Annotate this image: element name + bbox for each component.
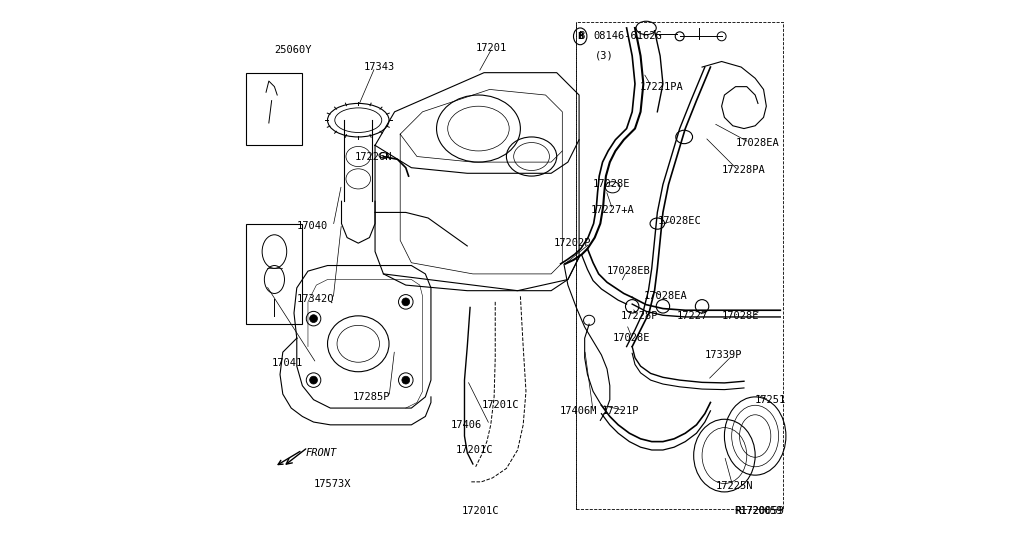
Text: 17228PA: 17228PA — [722, 165, 765, 176]
Text: (3): (3) — [595, 51, 613, 61]
Text: 17040: 17040 — [297, 221, 328, 231]
Ellipse shape — [328, 103, 389, 137]
Text: 17226N: 17226N — [354, 151, 392, 162]
Text: 17339P: 17339P — [705, 350, 742, 360]
Text: 17028EB: 17028EB — [607, 266, 651, 276]
Text: 17028EA: 17028EA — [735, 138, 779, 148]
Text: 17041: 17041 — [271, 358, 303, 368]
Text: 17028EC: 17028EC — [657, 216, 701, 226]
Text: 17201C: 17201C — [456, 445, 494, 455]
Text: FRONT: FRONT — [305, 448, 337, 458]
Text: B: B — [578, 31, 585, 41]
Ellipse shape — [328, 316, 389, 372]
Text: 25060Y: 25060Y — [274, 45, 312, 55]
Text: 17028E: 17028E — [612, 333, 650, 343]
Bar — [247, 73, 302, 145]
Text: 17221PA: 17221PA — [639, 82, 683, 92]
Text: R1720059: R1720059 — [735, 506, 782, 517]
Text: 17251: 17251 — [755, 395, 786, 405]
Bar — [247, 224, 302, 324]
Text: B: B — [577, 32, 584, 41]
Ellipse shape — [401, 376, 410, 384]
Text: 17201C: 17201C — [462, 506, 499, 517]
Text: 17342Q: 17342Q — [297, 294, 334, 304]
Text: 17406M: 17406M — [559, 406, 597, 416]
Text: 17201C: 17201C — [481, 400, 519, 410]
Text: 17228P: 17228P — [621, 311, 658, 321]
Text: 17028EA: 17028EA — [643, 291, 687, 301]
Ellipse shape — [309, 376, 317, 384]
Bar — [577, 22, 783, 509]
Text: 17028E: 17028E — [593, 179, 631, 190]
Text: 17406: 17406 — [451, 420, 481, 430]
Text: 17227+A: 17227+A — [590, 205, 634, 215]
Text: R1720059: R1720059 — [734, 506, 784, 517]
Text: 17227: 17227 — [677, 311, 709, 321]
Text: 17028E: 17028E — [722, 311, 759, 321]
Text: 17343: 17343 — [364, 62, 395, 72]
Text: 17573X: 17573X — [313, 479, 351, 489]
Ellipse shape — [401, 298, 410, 306]
Text: 08146-6162G: 08146-6162G — [593, 31, 662, 41]
Text: 17285P: 17285P — [352, 392, 390, 402]
Ellipse shape — [309, 315, 317, 323]
Text: 17201: 17201 — [476, 42, 507, 53]
Text: 17225N: 17225N — [716, 481, 754, 491]
Text: 17221P: 17221P — [601, 406, 639, 416]
Text: 17202P: 17202P — [554, 238, 592, 248]
